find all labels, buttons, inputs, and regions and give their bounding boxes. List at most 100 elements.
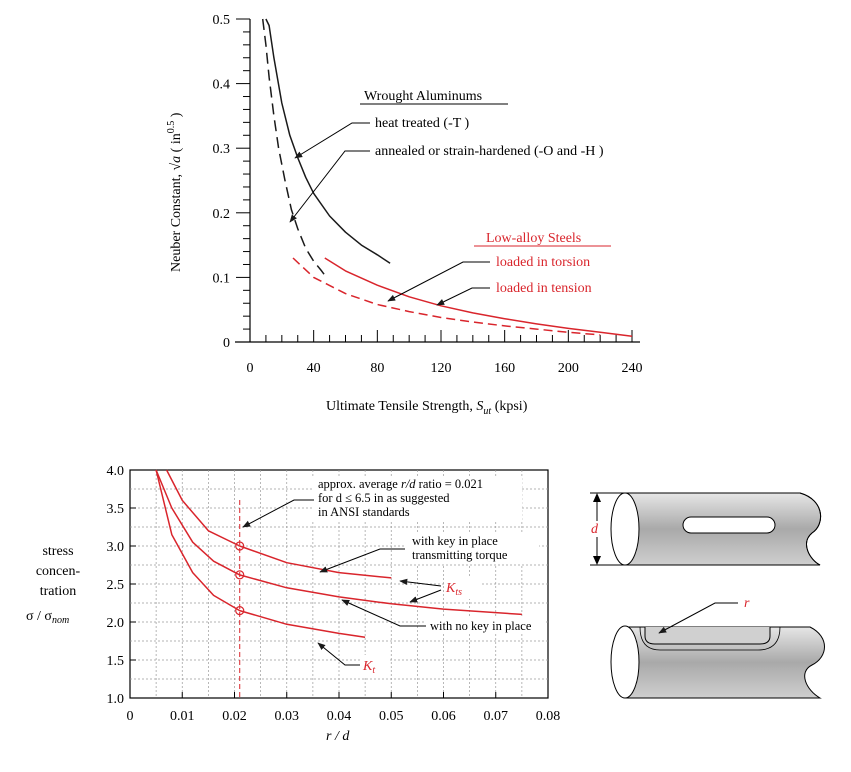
d-label-bg	[588, 521, 604, 537]
keyway-slot	[682, 516, 776, 534]
top-series-line-1	[261, 18, 328, 278]
leader-kts-2	[409, 589, 442, 603]
top-x-tick-label: 240	[622, 361, 643, 376]
ratio-annotation-line3: in ANSI standards	[318, 505, 410, 519]
kt-label-bg	[361, 655, 389, 677]
bottom-y-tick-label: 2.5	[107, 578, 125, 593]
legend-group-aluminum-title: Wrought Aluminums	[364, 89, 482, 104]
bottom-y-tick-label: 1.5	[107, 654, 125, 669]
stress-concentration-chart: 0 0.01 0.02 0.03 0.04 0.05 0.06 0.07 0.08 1.0 1.5…	[26, 464, 560, 744]
legend-label-torsion: loaded in torsion	[496, 255, 590, 270]
top-x-tick-label: 120	[431, 361, 452, 376]
bottom-y-tick-label: 3.0	[107, 540, 125, 555]
leader-kts-1	[399, 578, 442, 587]
ratio-marker-1	[235, 570, 245, 580]
bottom-y-tick-labels: 1.0 1.5 2.0 2.5 3.0 3.5 4.0	[107, 464, 125, 707]
leader-key-in-place	[319, 548, 405, 573]
key-annotation-line1: with key in place	[412, 534, 498, 548]
diameter-label: d	[591, 522, 599, 537]
key-annotation-bg	[405, 534, 539, 564]
top-x-tick-label: 160	[494, 361, 515, 376]
nokey-annotation: with no key in place	[430, 619, 532, 633]
shaft-keyway-illustration: d	[588, 492, 822, 566]
top-series	[261, 18, 633, 337]
leader-no-key	[341, 599, 426, 627]
ratio-marker-0	[235, 541, 245, 551]
top-series-line-2	[292, 257, 601, 336]
top-series-line-3	[324, 257, 633, 337]
bottom-x-tick-labels: 0 0.01 0.02 0.03 0.04 0.05 0.06 0.07 0.08	[127, 709, 561, 724]
key-annotation-line2: transmitting torque	[412, 548, 508, 562]
upper-shaft-break	[799, 492, 822, 566]
ratio-marker-2	[235, 605, 245, 616]
bottom-x-tick-label: 0.08	[536, 709, 561, 724]
leader-tension	[436, 287, 490, 306]
legend-label-heat-treated: heat treated (-T )	[375, 116, 470, 131]
legend-label-tension: loaded in tension	[496, 281, 592, 296]
top-x-tick-label: 0	[247, 361, 254, 376]
bottom-x-tick-label: 0.07	[484, 709, 509, 724]
top-x-tick-labels: 0 40 80 120 160 200 240	[247, 361, 643, 376]
nokey-annotation-bg	[425, 618, 545, 634]
keyway-cutout	[644, 627, 771, 645]
kts-label: Kts	[445, 581, 462, 598]
bottom-x-tick-label: 0.02	[222, 709, 247, 724]
legend-label-annealed: annealed or strain-hardened (-O and -H )	[375, 144, 604, 159]
top-y-tick-label: 0.2	[213, 207, 231, 222]
bottom-y-label-sigma: σ / σnom	[26, 609, 69, 626]
ratio-annotation-line1: approx. average r/d ratio = 0.021	[318, 477, 483, 491]
dim-arrow-down	[593, 556, 601, 565]
bottom-x-tick-label: 0.04	[327, 709, 352, 724]
bottom-series-line-2	[155, 469, 366, 638]
leader-ratio	[242, 499, 314, 528]
kt-label: Kt	[362, 659, 375, 676]
top-y-axis-label: Neuber Constant, √a ( in0.5 )	[166, 112, 184, 272]
bottom-x-tick-label: 0.01	[170, 709, 195, 724]
upper-shaft-end	[610, 492, 640, 566]
top-y-tick-label: 0.3	[213, 142, 231, 157]
top-y-tick-label: 0.1	[213, 271, 231, 286]
top-x-tick-label: 40	[307, 361, 321, 376]
leader-heat-treated	[294, 122, 370, 159]
leader-torsion	[387, 261, 490, 302]
leader-kt	[317, 642, 360, 666]
bottom-x-tick-label: 0	[127, 709, 134, 724]
kts-label-bg	[444, 577, 480, 599]
legend-group-steel-title: Low-alloy Steels	[486, 231, 581, 246]
leader-radius	[658, 602, 738, 634]
bottom-y-label-line1: stress	[42, 544, 73, 559]
top-y-tick-label: 0.4	[213, 78, 231, 93]
bottom-x-tick-label: 0.05	[379, 709, 404, 724]
radius-label: r	[744, 596, 750, 611]
ratio-annotation-line2: for d ≤ 6.5 in as suggested	[318, 491, 450, 505]
bottom-x-tick-label: 0.03	[275, 709, 300, 724]
bottom-series-line-1	[155, 469, 522, 616]
ratio-annotation-bg	[312, 478, 522, 522]
leader-annealed	[289, 150, 370, 223]
top-y-tick-label: 0	[223, 336, 230, 351]
top-y-tick-label: 0.5	[213, 13, 231, 28]
bottom-y-tick-label: 1.0	[107, 692, 125, 707]
keyway-outline	[639, 626, 781, 651]
lower-shaft-body	[624, 626, 825, 699]
bottom-markers	[235, 500, 245, 698]
top-x-axis-label: Ultimate Tensile Strength, Sut (kpsi)	[326, 399, 528, 417]
lower-shaft-end	[610, 625, 640, 699]
bottom-series	[155, 469, 522, 638]
dim-arrow-up	[593, 493, 601, 502]
top-series-line-0	[265, 18, 391, 264]
top-x-tick-label: 80	[370, 361, 384, 376]
top-x-tick-label: 200	[558, 361, 579, 376]
bottom-y-label-line2: concen-	[36, 564, 81, 579]
bottom-y-tick-label: 3.5	[107, 502, 125, 517]
top-axes	[235, 18, 640, 343]
shaft-radius-illustration: r	[610, 596, 825, 699]
bottom-series-line-0	[165, 469, 392, 579]
bottom-y-tick-label: 4.0	[107, 464, 125, 479]
bottom-y-tick-label: 2.0	[107, 616, 125, 631]
bottom-x-tick-label: 0.06	[431, 709, 456, 724]
neuber-chart: 0 40 80 120 160 200 240 0 0.1 0.2 0.3 0.4 0.5 Neube…	[166, 13, 643, 417]
top-y-tick-labels: 0 0.1 0.2 0.3 0.4 0.5	[213, 13, 231, 351]
bottom-x-axis-label: r / d	[326, 729, 350, 744]
